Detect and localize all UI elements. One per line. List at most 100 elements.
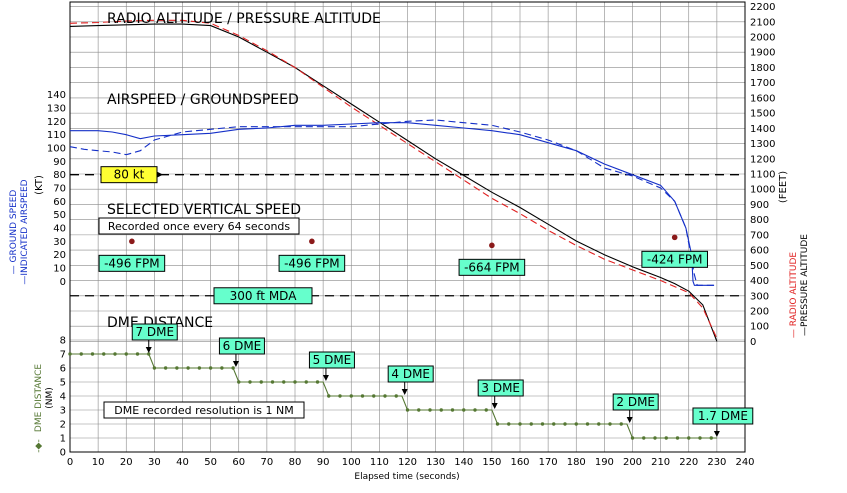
x-tick-label: 120 xyxy=(398,457,417,468)
left-tick-label: 70 xyxy=(53,184,66,195)
series-line-ground-speed xyxy=(69,119,715,286)
left-tick-label: 130 xyxy=(47,104,66,115)
dme-point xyxy=(220,366,224,370)
dme-note-box xyxy=(103,401,305,419)
vs-label: -664 FPM xyxy=(464,260,520,274)
x-tick-label: 0 xyxy=(67,457,73,468)
dme-arrow-head xyxy=(713,431,720,437)
dme-tick-label: 2 xyxy=(60,420,66,431)
left-tick-label: 120 xyxy=(47,117,66,128)
right-tick-label: 2200 xyxy=(750,2,775,13)
dme-point xyxy=(642,436,646,440)
dme-point xyxy=(518,422,522,426)
dme-label: 2 DME xyxy=(616,395,655,409)
dme-point xyxy=(304,380,308,384)
right-tick-label: 500 xyxy=(750,261,769,272)
right-tick-label: 1800 xyxy=(750,63,775,74)
right-tick-label: 800 xyxy=(750,215,769,226)
dme-point xyxy=(68,352,72,356)
dme-arrow-head xyxy=(322,375,329,381)
dme-point xyxy=(349,394,353,398)
dme-point xyxy=(608,422,612,426)
dme-point xyxy=(495,422,500,426)
right-tick-label: 1900 xyxy=(750,48,775,59)
dme-point xyxy=(124,352,128,356)
dme-point xyxy=(574,422,578,426)
dme-point xyxy=(163,366,168,370)
dme-point xyxy=(462,408,466,412)
dme-point xyxy=(102,352,106,356)
dme-point xyxy=(315,380,320,384)
x-tick-label: 70 xyxy=(261,457,274,468)
x-tick-label: 180 xyxy=(567,457,586,468)
right-tick-label: 700 xyxy=(750,230,769,241)
left-tick-label: 140 xyxy=(47,90,66,101)
dme-tick-label: 7 xyxy=(60,350,66,361)
dme-point xyxy=(113,352,117,356)
x-tick-label: 160 xyxy=(510,457,529,468)
vs-note-box xyxy=(98,217,300,235)
vs-note: Recorded once every 64 seconds xyxy=(108,220,291,233)
dme-legend-prefix: -◆- xyxy=(34,439,44,452)
dme-arrow-head xyxy=(491,403,498,409)
left-unit-label: (KT) xyxy=(34,175,45,195)
x-tick-label: 230 xyxy=(707,457,726,468)
x-tick-label: 10 xyxy=(92,457,105,468)
x-tick-label: 80 xyxy=(289,457,302,468)
dme-point xyxy=(135,352,140,356)
right-tick-label: 1500 xyxy=(750,109,775,120)
vs-point xyxy=(309,238,315,245)
annotations: RADIO ALTITUDE / PRESSURE ALTITUDE AIRSP… xyxy=(9,11,810,482)
dme-label-box xyxy=(387,365,434,383)
left-tick-label: 40 xyxy=(53,224,66,235)
reference-label-box xyxy=(213,287,313,305)
dme-label-box xyxy=(131,323,178,341)
dme-note: DME recorded resolution is 1 NM xyxy=(114,404,293,417)
vs-point xyxy=(671,234,678,241)
dme-point xyxy=(270,380,275,384)
series-line-radio-altitude xyxy=(69,19,718,339)
x-tick-label: 130 xyxy=(426,457,445,468)
x-tick-label: 100 xyxy=(342,457,361,468)
dme-tick-label: 5 xyxy=(60,378,66,389)
vs-label: -496 FPM xyxy=(284,256,340,270)
x-tick-label: 60 xyxy=(232,457,245,468)
dme-point xyxy=(360,394,365,398)
x-tick-label: 140 xyxy=(454,457,473,468)
dme-label: 3 DME xyxy=(481,381,520,395)
right-tick-label: 1000 xyxy=(750,185,775,196)
x-tick-label: 50 xyxy=(204,457,217,468)
right-tick-label: 1200 xyxy=(750,154,775,165)
dme-tick-label: 3 xyxy=(60,406,66,417)
x-tick-label: 240 xyxy=(735,457,754,468)
dme-unit-label: (NM) xyxy=(45,387,55,409)
series xyxy=(68,19,718,440)
dme-tick-label: 8 xyxy=(60,336,66,347)
right-tick-label: 400 xyxy=(750,276,769,287)
dme-point xyxy=(630,436,635,440)
x-tick-label: 150 xyxy=(482,457,501,468)
dme-label-box xyxy=(477,379,524,397)
right-tick-label: 300 xyxy=(750,291,769,302)
reference-label: 300 ft MDA xyxy=(230,289,298,303)
dme-point xyxy=(698,436,702,440)
dme-point xyxy=(507,422,511,426)
radio-altitude-legend: — RADIO ALTITUDE xyxy=(789,252,799,339)
vs-label-box xyxy=(278,254,346,272)
dme-point xyxy=(439,408,443,412)
dme-axis-legend: -◆- DME DISTANCE xyxy=(34,364,44,453)
left-tick-label: 20 xyxy=(53,250,66,261)
dme-point xyxy=(147,352,151,356)
vs-label: -496 FPM xyxy=(104,256,160,270)
altitude-section-title: RADIO ALTITUDE / PRESSURE ALTITUDE xyxy=(107,11,381,27)
dme-label: 7 DME xyxy=(135,325,174,339)
dme-point xyxy=(152,366,157,370)
dme-tick-label: 4 xyxy=(60,392,66,403)
left-tick-label: 50 xyxy=(53,210,66,221)
dme-point xyxy=(428,408,432,412)
plot-frame xyxy=(69,1,746,453)
dme-point xyxy=(619,422,623,426)
dme-point xyxy=(383,394,387,398)
right-tick-label: 0 xyxy=(750,337,756,348)
vs-point xyxy=(129,238,135,245)
